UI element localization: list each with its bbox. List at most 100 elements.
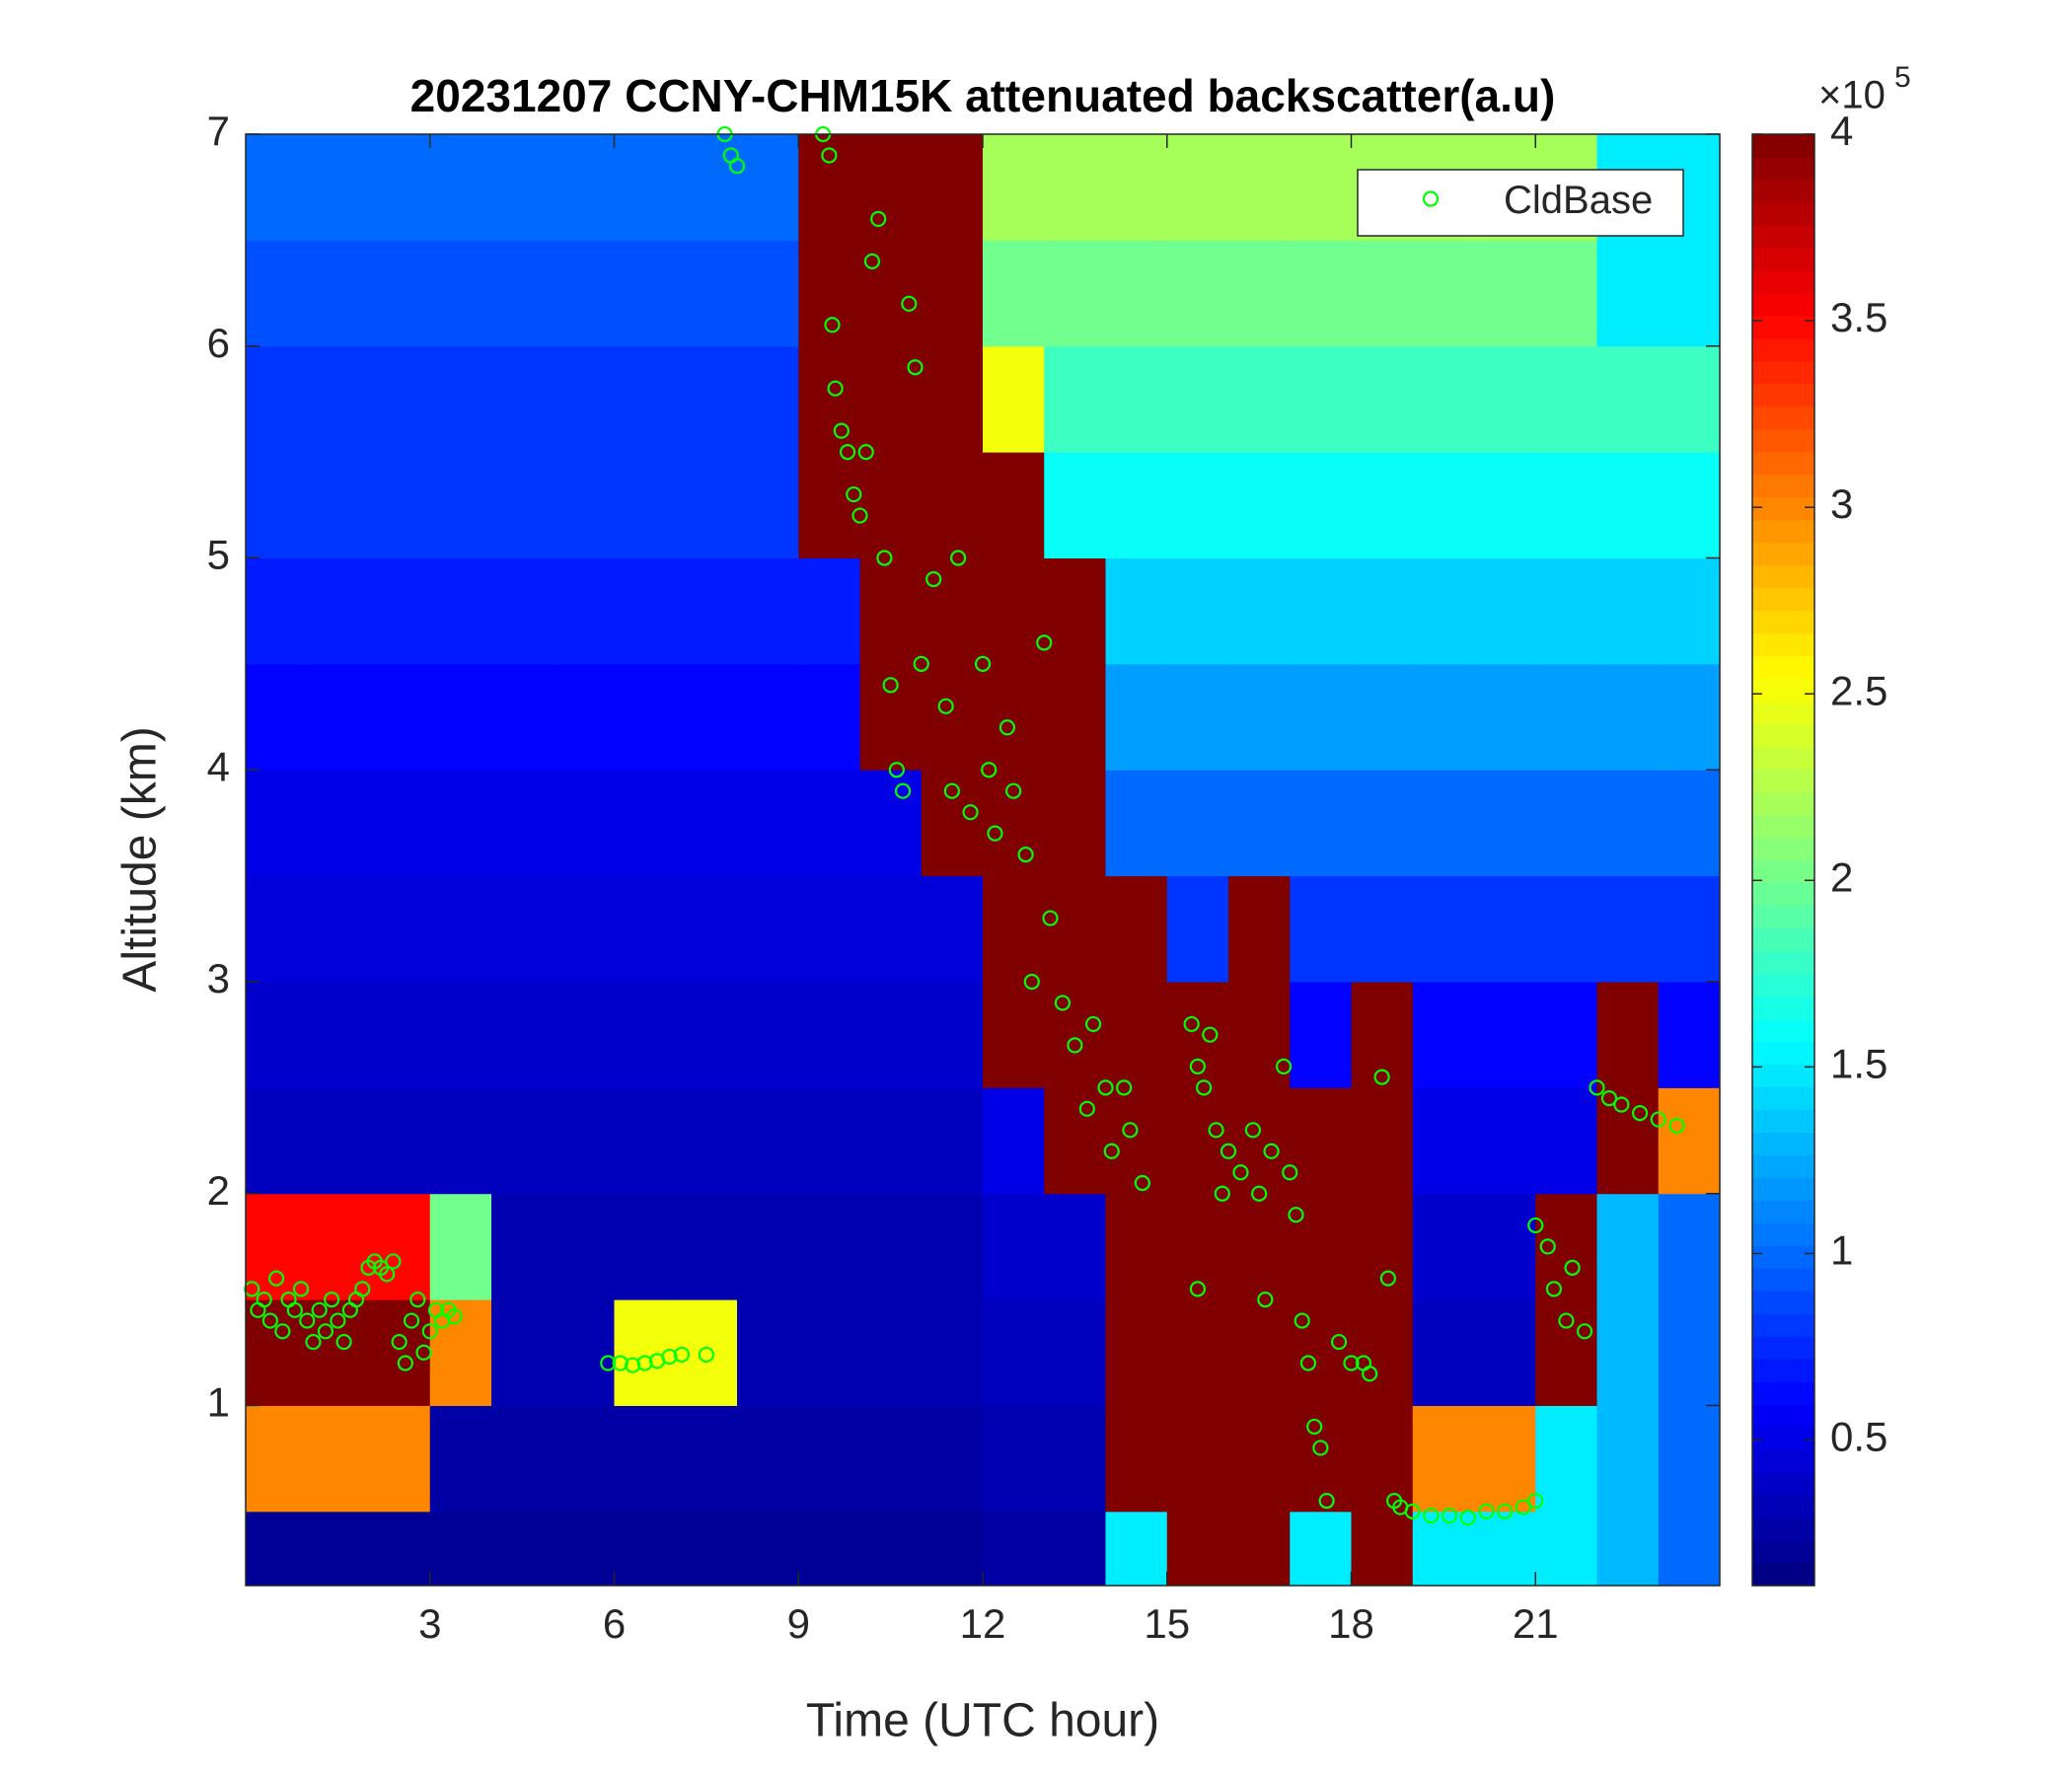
heatmap-cell [1658,240,1721,347]
heatmap-cell [737,1299,799,1406]
heatmap-cell [1658,557,1721,665]
cloud-base-point [839,444,856,461]
heatmap-cell [1596,1193,1660,1300]
cloud-base-point [1054,995,1072,1011]
heatmap-cell [1412,1405,1475,1513]
cloud-base-point [1515,1499,1531,1516]
heatmap-cell [983,875,1045,983]
heatmap-cell [859,557,923,665]
cloud-base-point [612,1355,629,1371]
heatmap-cell [1228,1087,1291,1195]
cloud-base-point [1600,1089,1618,1107]
heatmap-cell [983,770,1045,877]
heatmap-cell [859,134,923,241]
heatmap-cell [1535,1405,1597,1513]
cloud-base-point [1183,1015,1200,1033]
heatmap-cell [675,557,738,665]
colorbar-swatch [1752,814,1814,839]
heatmap-cell [1105,452,1168,558]
heatmap-cell [1596,345,1660,453]
heatmap-cell [921,981,984,1088]
colorbar-swatch [1752,1268,1814,1292]
heatmap-cell [368,875,431,983]
cloud-base-point [1220,1143,1237,1159]
y-tick-label: 5 [207,532,230,578]
heatmap-cell [246,1087,308,1195]
cloud-base-point [1589,1079,1605,1096]
heatmap-cell [307,134,369,241]
heatmap-cell [1535,663,1597,771]
heatmap-cell [1290,452,1352,558]
heatmap-cell [1596,452,1660,558]
heatmap-cell [1166,1511,1229,1587]
heatmap-cell [1658,1299,1721,1406]
y-tick-label: 2 [207,1167,230,1214]
heatmap-cell [1166,134,1229,241]
colorbar-swatch [1752,1495,1814,1518]
cloud-base-point [1613,1096,1630,1113]
cloud-base-point [1282,1164,1298,1181]
colorbar-swatch [1752,1064,1814,1087]
cloud-base-point [1208,1122,1224,1139]
heatmap-cell [675,875,738,983]
heatmap-cell [737,1511,799,1587]
colorbar-tick-label: 1 [1830,1227,1853,1274]
cloud-base-point [1189,1281,1206,1297]
heatmap-cell [614,875,677,983]
cloud-base-point [851,507,868,524]
heatmap-cell [1474,1087,1536,1195]
heatmap-cell [798,1193,860,1300]
cloud-base-point [1067,1037,1083,1054]
heatmap-cell [429,1405,492,1513]
cloud-base-point [403,1312,420,1329]
heatmap-cell [921,1511,984,1587]
heatmap-cell [1228,134,1291,241]
heatmap-cell [798,770,860,877]
heatmap-cell [1166,1299,1229,1406]
heatmap-cell [246,240,308,347]
heatmap-cell [429,1511,492,1587]
heatmap-cell [1351,345,1414,453]
heatmap-cell [1044,557,1106,665]
cloud-base-point [827,380,844,397]
heatmap-cell [1105,1511,1168,1587]
heatmap-cell [553,1511,615,1587]
cloud-base-point [421,1323,438,1340]
heatmap-cell [737,345,799,453]
heatmap-cell [1290,134,1352,241]
cloud-base-point [391,1333,407,1351]
heatmap-cell [921,240,984,347]
heatmap-cell [1044,1299,1106,1406]
heatmap-cell [614,557,677,665]
cloud-base-point [1527,1493,1544,1510]
cloud-base-point [821,147,838,164]
y-tick-label: 4 [207,743,230,789]
heatmap-cell [1290,345,1352,453]
heatmap-cell [1290,981,1352,1088]
heatmap-cell [1290,240,1352,347]
heatmap-cell [1351,1405,1414,1513]
cloud-base-point [1023,973,1040,991]
colorbar-swatch [1752,496,1814,521]
cloud-base-point [846,485,862,503]
cloud-base-point [292,1281,310,1297]
heatmap-cell [1044,875,1106,983]
heatmap-cell [1658,663,1721,771]
heatmap-cell [921,1087,984,1195]
heatmap-cell [1351,663,1414,771]
cloud-base-point [1017,847,1034,863]
colorbar-swatch [1752,1540,1814,1564]
cloud-base-point [1202,1026,1219,1043]
cloud-base-point [354,1281,371,1297]
cloud-base-point [1078,1100,1095,1117]
colorbar-swatch [1752,292,1814,317]
heatmap-cell [798,875,860,983]
cloud-base-point [876,550,893,566]
heatmap-cell [921,134,984,241]
heatmap-cell [1044,1405,1106,1513]
heatmap-cell [1474,981,1536,1088]
heatmap-cell [307,1087,369,1195]
heatmap-cell [798,981,860,1088]
colorbar-swatch [1752,1359,1814,1382]
heatmap-cell [737,1405,799,1513]
